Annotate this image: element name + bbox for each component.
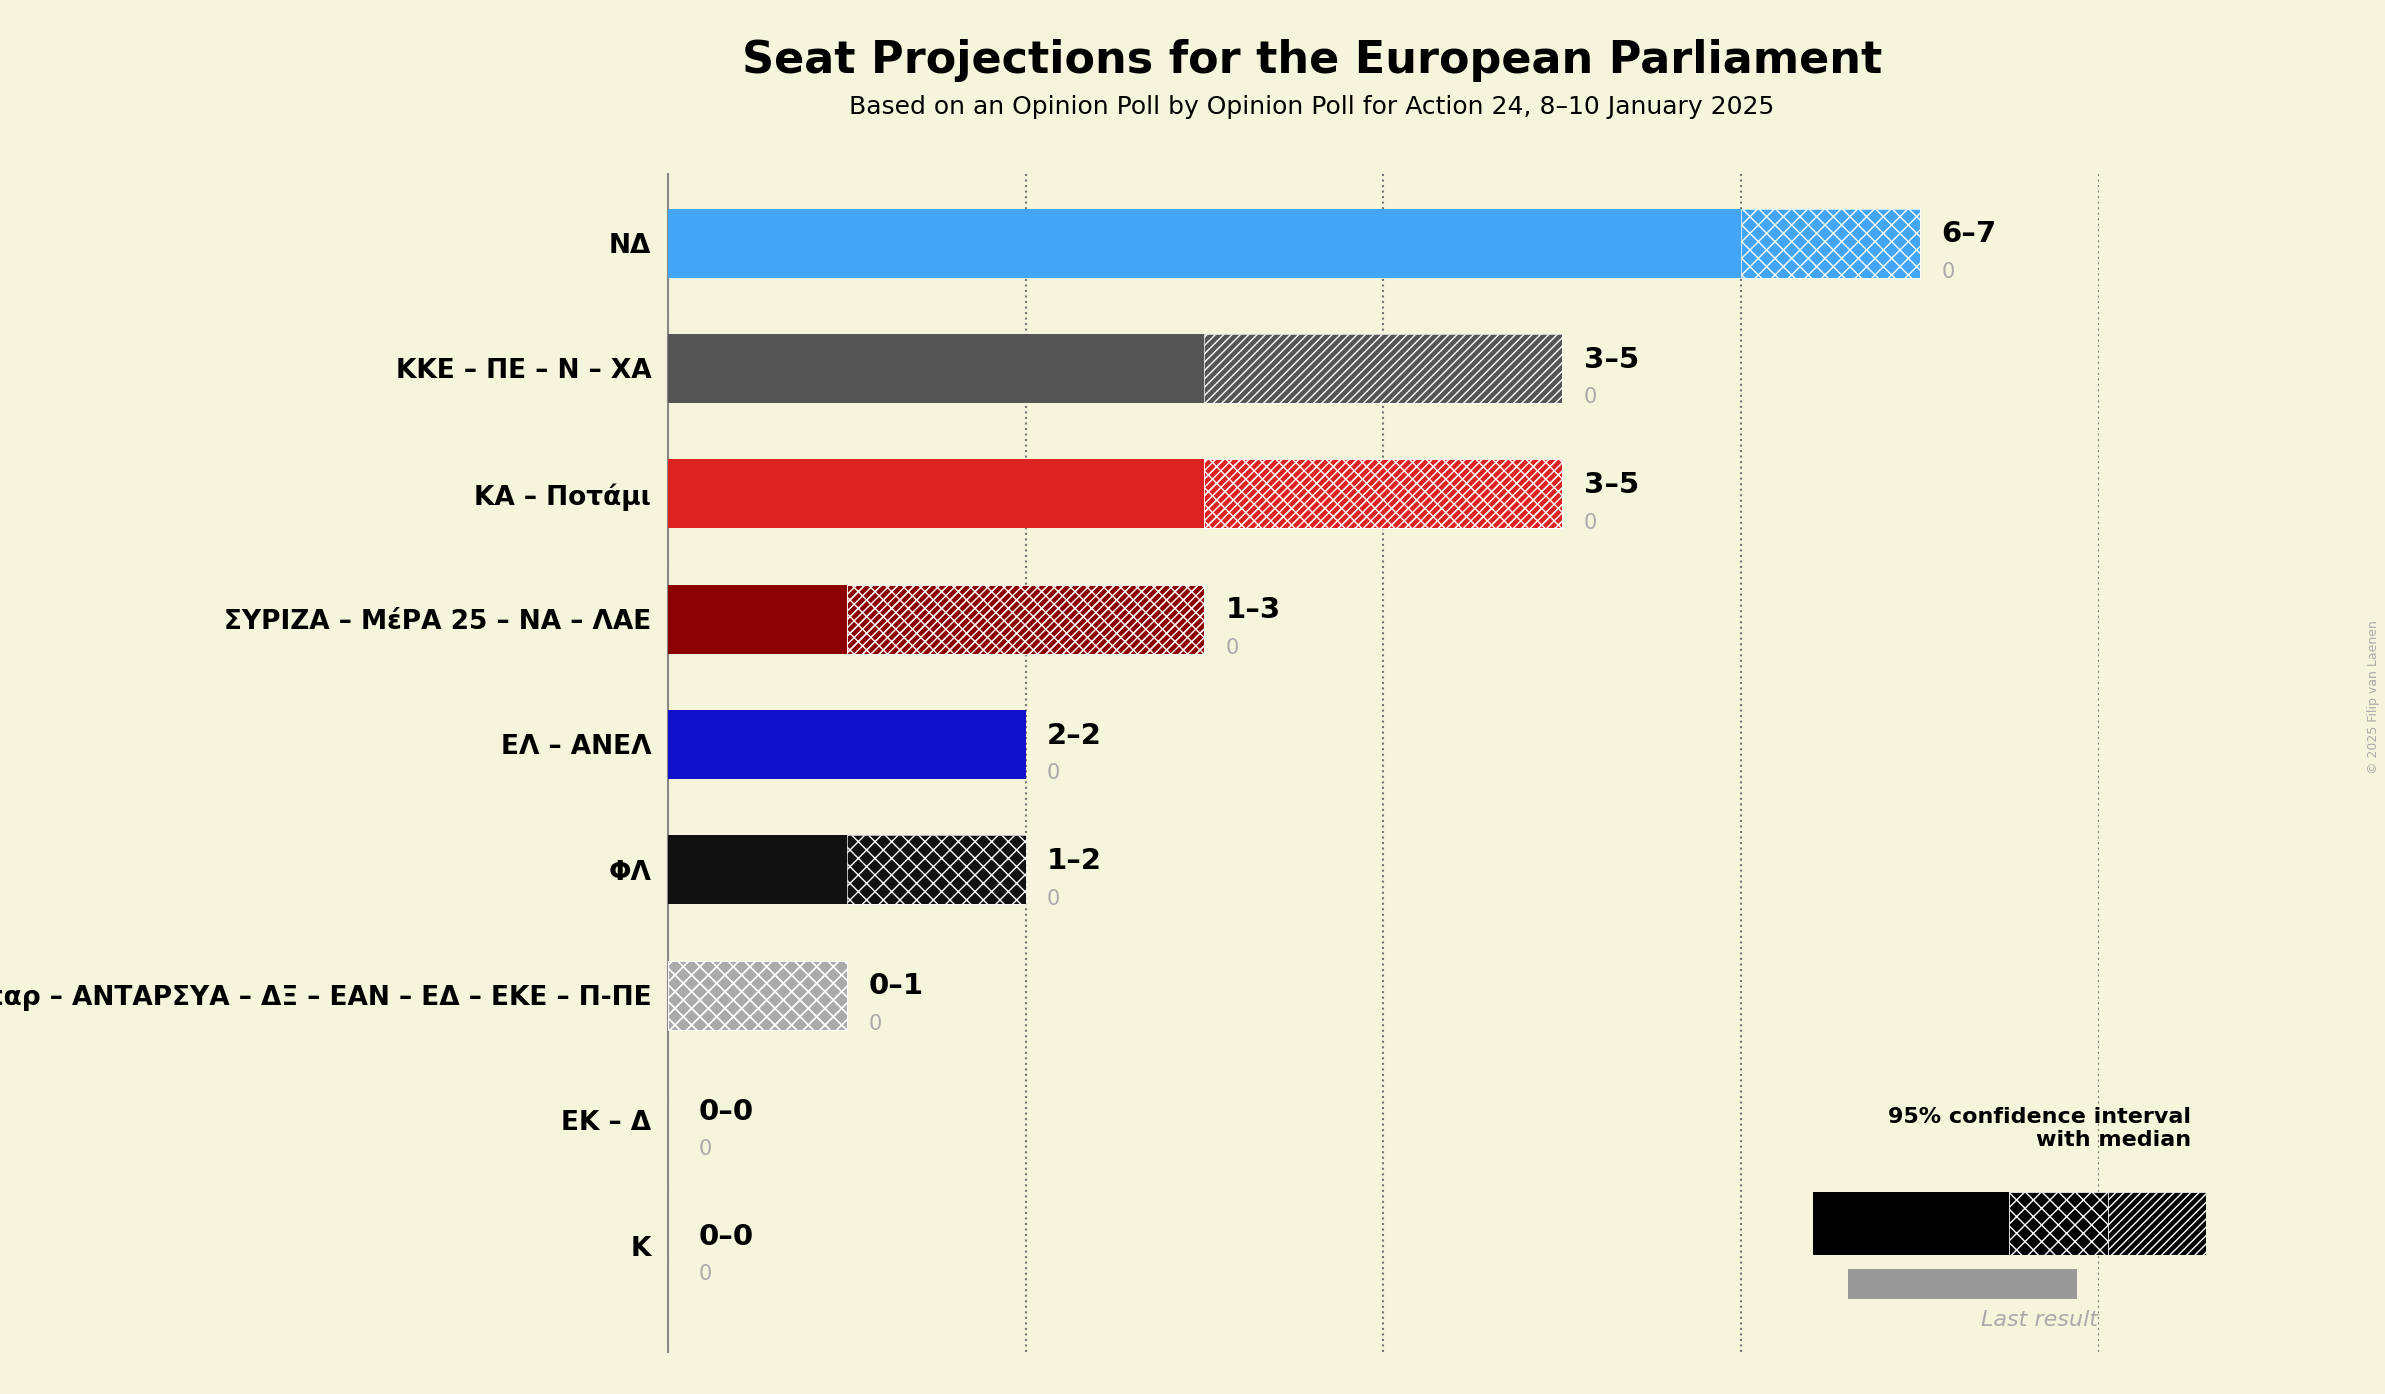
Text: 1–3: 1–3 (1226, 597, 1281, 625)
Bar (847, 835, 1026, 905)
Bar (668, 960, 847, 1030)
Text: 0: 0 (699, 1139, 711, 1160)
Bar (847, 584, 1204, 654)
Text: 2–2: 2–2 (1047, 722, 1102, 750)
Bar (668, 584, 847, 654)
Bar (1741, 209, 1920, 277)
Text: 0: 0 (1047, 764, 1061, 783)
Bar (668, 335, 1204, 403)
Bar (2008, 1192, 2108, 1255)
Text: 0–0: 0–0 (699, 1097, 754, 1125)
Text: © 2025 Filip van Laenen: © 2025 Filip van Laenen (2368, 620, 2380, 774)
Text: 0: 0 (1584, 388, 1598, 407)
Bar (668, 960, 847, 1030)
Text: 3–5: 3–5 (1584, 471, 1638, 499)
Text: 0: 0 (1047, 888, 1061, 909)
Bar (668, 960, 847, 1030)
Bar (1741, 209, 1920, 277)
Bar (1204, 335, 1562, 403)
Text: 0: 0 (1941, 262, 1956, 282)
Bar (847, 584, 1204, 654)
Text: 0: 0 (1584, 513, 1598, 533)
Text: 0: 0 (699, 1264, 711, 1284)
Bar (1848, 1269, 2077, 1299)
Bar (1204, 335, 1562, 403)
Text: 0–0: 0–0 (699, 1223, 754, 1250)
Text: 6–7: 6–7 (1941, 220, 1996, 248)
Bar (668, 835, 847, 905)
Text: Based on an Opinion Poll by Opinion Poll for Action 24, 8–10 January 2025: Based on an Opinion Poll by Opinion Poll… (849, 95, 1774, 118)
Text: 0: 0 (868, 1013, 882, 1034)
Bar (847, 835, 1026, 905)
Text: Seat Projections for the European Parliament: Seat Projections for the European Parlia… (742, 39, 1882, 82)
Text: 0–1: 0–1 (868, 972, 923, 1001)
Bar (668, 209, 1741, 277)
Bar (668, 710, 1026, 779)
Bar (1204, 460, 1562, 528)
Text: 3–5: 3–5 (1584, 346, 1638, 374)
Bar (668, 460, 1204, 528)
Bar (2108, 1192, 2206, 1255)
Text: 95% confidence interval
with median: 95% confidence interval with median (1887, 1107, 2192, 1150)
Bar (1813, 1192, 2008, 1255)
Bar (1204, 460, 1562, 528)
Bar (847, 584, 1204, 654)
Bar (1204, 460, 1562, 528)
Text: 1–2: 1–2 (1047, 848, 1102, 875)
Text: 0: 0 (1226, 638, 1240, 658)
Text: Last result: Last result (1980, 1310, 2099, 1330)
Bar (668, 960, 847, 1030)
